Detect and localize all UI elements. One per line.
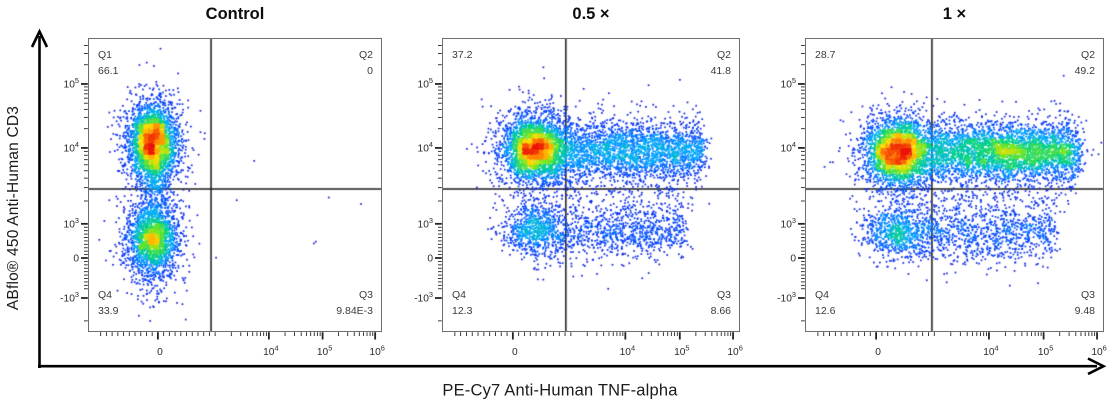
x-tick-label: 105: [317, 344, 332, 358]
quadrant-value: 0: [367, 65, 373, 77]
quadrant-label: Q1: [98, 49, 113, 61]
quadrant-q2-stats: Q2 49.2: [1075, 47, 1095, 79]
y-tick-label: 0: [790, 254, 796, 265]
x-tick-label: 106: [369, 344, 384, 358]
panel-control: Control 105 104 103 0 -103 0 104 105 106 Q1 66.1…: [60, 5, 385, 358]
scatter-plot-canvas: [443, 39, 739, 331]
x-tick-label: 105: [1038, 344, 1053, 358]
quadrant-value: 8.66: [710, 305, 731, 317]
quadrant-value: 9.84E-3: [336, 305, 373, 317]
quadrant-q1-stats: Q1 66.1: [98, 47, 118, 79]
panel-title: 1 ×: [942, 5, 967, 23]
quadrant-q3-stats: Q3 9.48: [1075, 287, 1095, 319]
quadrant-value: 28.7: [815, 49, 836, 61]
y-tick-label: 105: [781, 76, 796, 90]
x-tick-label: 105: [674, 344, 689, 358]
quadrant-q4-stats: Q4 33.9: [98, 287, 118, 319]
x-tick-label: 0: [875, 347, 881, 358]
quadrant-q1-stats: 28.7: [815, 47, 835, 63]
y-tick-label: 104: [64, 140, 79, 154]
quadrant-q3-stats: Q3 9.84E-3: [336, 287, 373, 319]
quadrant-label: Q4: [452, 289, 467, 301]
quadrant-value: 12.3: [452, 305, 473, 317]
quadrant-q1-stats: 37.2: [452, 47, 472, 63]
y-tick-label: -103: [60, 290, 79, 304]
y-tick-label: 0: [427, 254, 433, 265]
y-tick-label: 103: [781, 216, 796, 230]
quadrant-value: 33.9: [98, 305, 119, 317]
panel-title: Control: [205, 5, 265, 23]
quadrant-value: 9.48: [1074, 305, 1095, 317]
x-tick-label: 0: [157, 347, 163, 358]
y-tick-label: 103: [418, 216, 433, 230]
y-tick-label: 104: [781, 140, 796, 154]
quadrant-value: 41.8: [710, 65, 731, 77]
panel-1x: 1 × 105 104 103 0 -103 0 104 105 106 28.7 Q2 49.…: [777, 5, 1107, 358]
x-tick-label: 104: [983, 344, 998, 358]
y-tick-label: -103: [777, 290, 796, 304]
quadrant-label: Q4: [98, 289, 113, 301]
quadrant-value: 37.2: [452, 49, 473, 61]
quadrant-label: Q3: [716, 289, 731, 301]
quadrant-label: Q2: [1080, 49, 1095, 61]
x-tick-label: 106: [727, 344, 742, 358]
quadrant-label: Q2: [716, 49, 731, 61]
panel-title: 0.5 ×: [572, 5, 610, 23]
quadrant-value: 12.6: [815, 305, 836, 317]
quadrant-q4-stats: Q4 12.6: [815, 287, 835, 319]
quadrant-label: Q3: [358, 289, 373, 301]
y-tick-label: 105: [418, 76, 433, 90]
quadrant-q4-stats: Q4 12.3: [452, 287, 472, 319]
quadrant-value: 66.1: [98, 65, 119, 77]
scatter-plot-canvas: [806, 39, 1103, 331]
x-tick-label: 106: [1091, 344, 1106, 358]
x-tick-label: 0: [512, 347, 518, 358]
panel-0-5x: 0.5 × 105 104 103 0 -103 0 104 105 106 37.2 Q2 4…: [414, 5, 743, 358]
quadrant-q2-stats: Q2 0: [359, 47, 373, 79]
x-tick-label: 104: [263, 344, 278, 358]
y-tick-label: 105: [64, 76, 79, 90]
y-tick-label: -103: [414, 290, 433, 304]
quadrant-q2-stats: Q2 41.8: [711, 47, 731, 79]
quadrant-label: Q3: [1080, 289, 1095, 301]
y-tick-label: 103: [64, 216, 79, 230]
x-axis-arrow: [38, 357, 1107, 376]
y-axis-arrow: [30, 28, 49, 368]
x-axis-label: PE-Cy7 Anti-Human TNF-alpha: [442, 381, 678, 400]
quadrant-label: Q2: [358, 49, 373, 61]
y-tick-label: 104: [418, 140, 433, 154]
quadrant-value: 49.2: [1074, 65, 1095, 77]
y-tick-label: 0: [73, 254, 79, 265]
quadrant-q3-stats: Q3 8.66: [711, 287, 731, 319]
scatter-plot-canvas: [89, 39, 381, 331]
y-axis-label: ABflo® 450 Anti-Human CD3: [5, 105, 22, 311]
quadrant-label: Q4: [815, 289, 830, 301]
x-tick-label: 104: [620, 344, 635, 358]
